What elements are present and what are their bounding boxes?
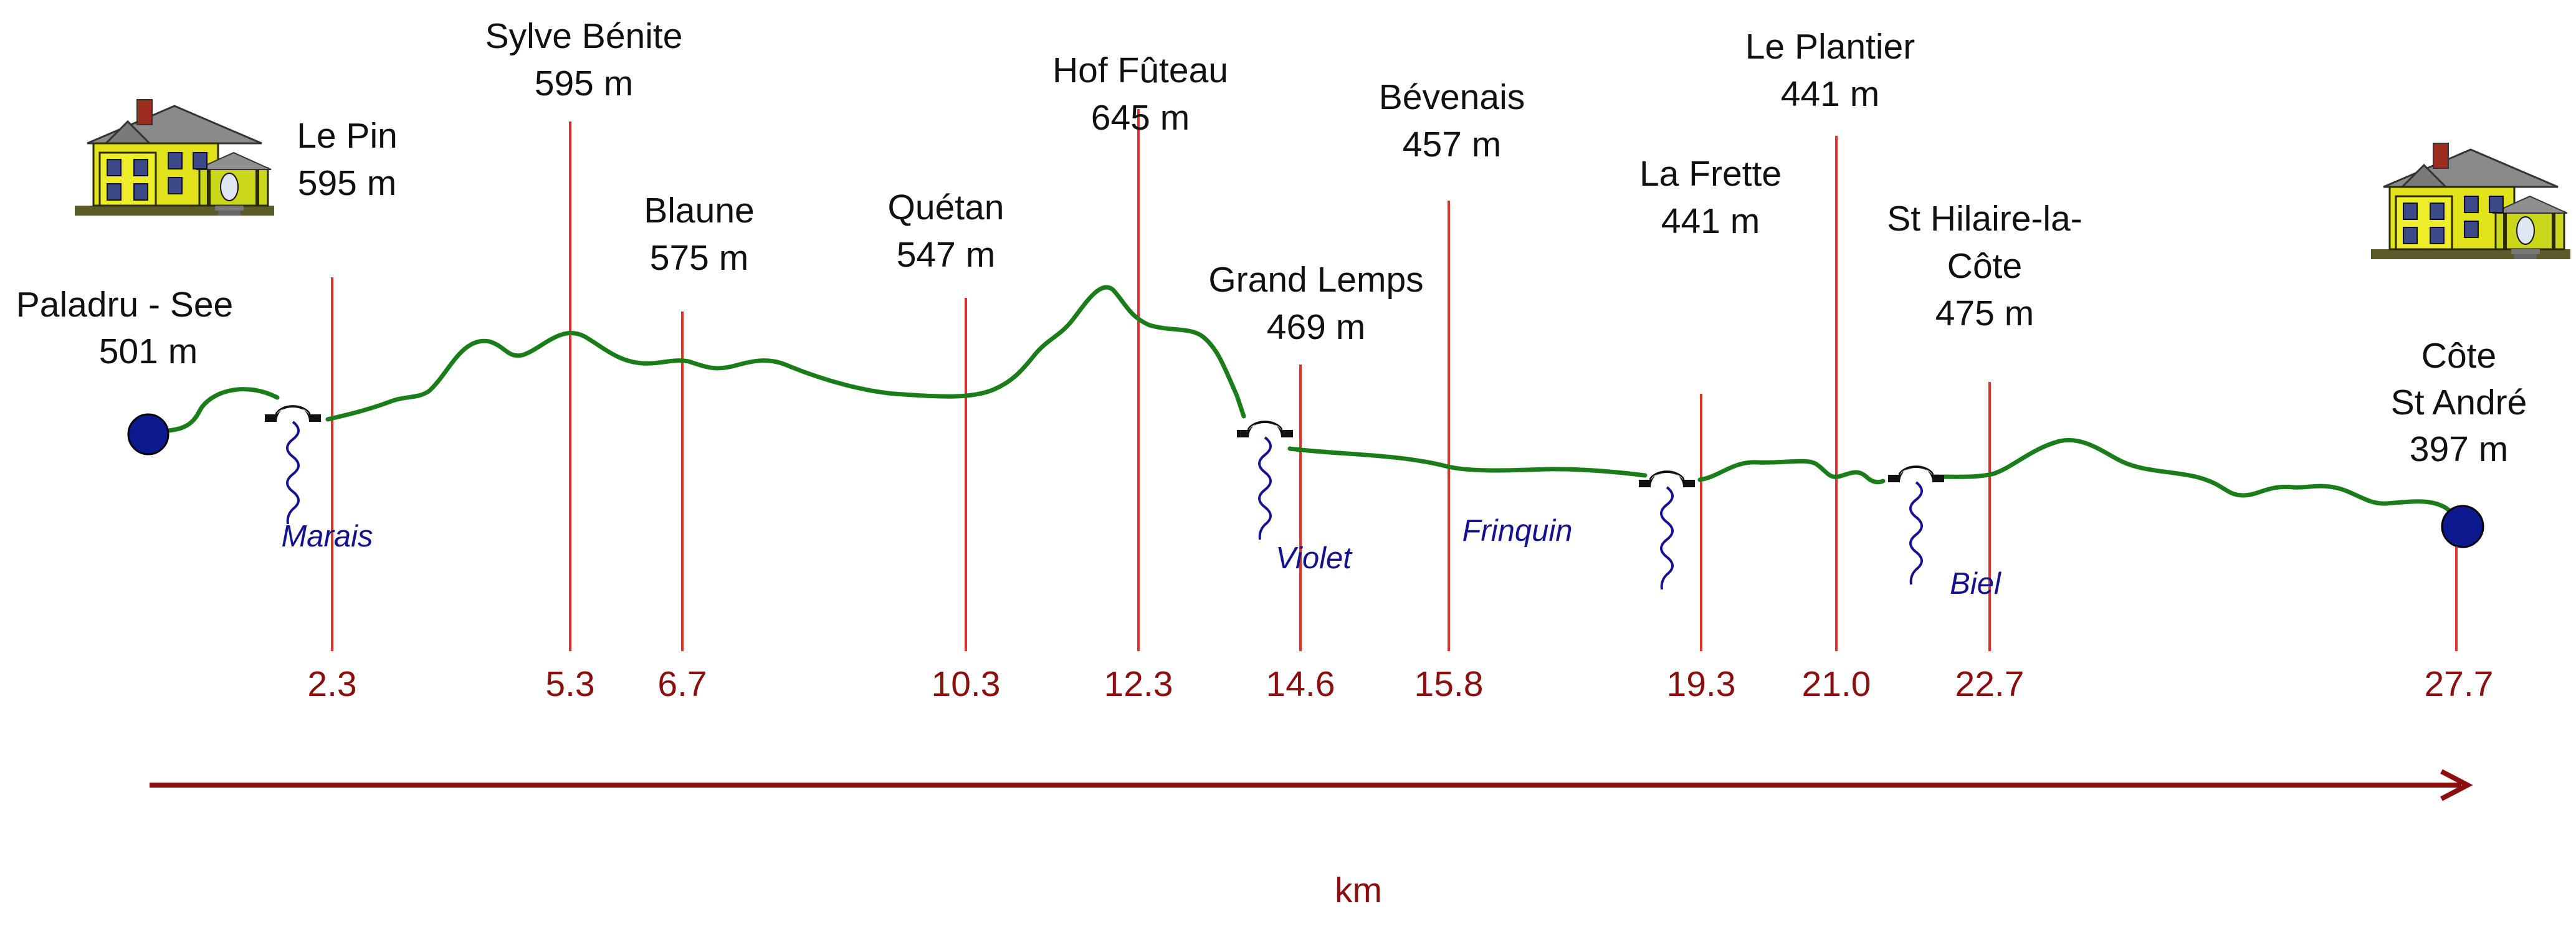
house-icon-start — [74, 98, 275, 217]
place-name-3: Blaune — [644, 191, 755, 231]
place-altitude-4: 547 m — [897, 235, 995, 275]
place-altitude-2: 595 m — [535, 64, 633, 103]
place-name-1: Le Pin — [297, 116, 398, 156]
bridges-group: Marais Violet Frinquin Biel — [265, 405, 2001, 601]
km-label-4: 10.3 — [932, 664, 1001, 704]
start-place-altitude: 501 m — [99, 331, 198, 371]
endpoint-dot-end — [2441, 505, 2484, 548]
km-label-3: 6.7 — [657, 664, 707, 704]
place-altitude-10: 475 m — [1935, 293, 2034, 333]
profile-segment-2 — [325, 285, 1246, 422]
place-altitude-9: 441 m — [1781, 74, 1879, 114]
stream-squiggle-5 — [1909, 481, 1923, 585]
place-name-10-line2: Côte — [1947, 246, 2022, 286]
place-name-4: Quétan — [888, 188, 1004, 227]
km-label-8: 19.3 — [1667, 664, 1736, 704]
km-label-2: 5.3 — [545, 664, 594, 704]
stream-squiggle-4 — [1660, 486, 1674, 590]
place-altitude-5: 645 m — [1091, 98, 1190, 138]
place-altitude-6: 469 m — [1267, 307, 1365, 347]
elevation-profile — [146, 285, 2465, 523]
axis-label: km — [1335, 870, 1382, 910]
km-label-1: 2.3 — [307, 664, 356, 704]
bridge-icon-2 — [1237, 421, 1293, 437]
stream-name-3: Frinquin — [1462, 514, 1572, 548]
stream-squiggle-1 — [286, 421, 300, 525]
place-name-6: Grand Lemps — [1208, 260, 1423, 300]
place-name-8: La Frette — [1639, 154, 1782, 194]
house-icon-end — [2370, 142, 2572, 260]
end-place-altitude: 397 m — [2410, 429, 2508, 469]
bridge-icon-1 — [265, 405, 321, 422]
place-altitude-3: 575 m — [650, 238, 748, 278]
profile-segment-1 — [146, 387, 280, 434]
km-label-7: 15.8 — [1414, 664, 1484, 704]
end-place-name-line1: Côte — [2421, 336, 2496, 376]
place-altitude-1: 595 m — [298, 163, 396, 203]
start-place-name: Paladru - See — [16, 285, 234, 325]
place-name-5: Hof Fûteau — [1052, 50, 1228, 90]
place-altitude-7: 457 m — [1403, 125, 1501, 164]
km-label-end: 27.7 — [2425, 664, 2494, 704]
km-label-5: 12.3 — [1104, 664, 1173, 704]
place-name-2: Sylve Bénite — [485, 16, 683, 56]
profile-segment-3 — [1287, 446, 1648, 478]
stream-squiggle-2 — [1258, 436, 1272, 540]
bridge-icon-5 — [1888, 465, 1944, 482]
stream-name-5: Biel — [1950, 567, 2001, 601]
profile-segment-4 — [1697, 459, 1886, 485]
endpoint-dot-start — [127, 413, 169, 455]
place-labels: Le Pin 595 m 2.3 Sylve Bénite 595 m 5.3 Blaune… — [297, 16, 2082, 704]
place-altitude-8: 441 m — [1661, 201, 1760, 241]
place-name-10-line1: St Hilaire-la- — [1887, 199, 2082, 239]
stream-name-1: Marais — [281, 520, 373, 553]
place-marker-lines — [331, 109, 1991, 651]
end-place-name-line2: St André — [2391, 383, 2527, 422]
km-label-6: 14.6 — [1266, 664, 1335, 704]
stream-name-2: Violet — [1276, 541, 1353, 575]
bridge-icon-4 — [1639, 470, 1695, 487]
km-label-10: 22.7 — [1955, 664, 2025, 704]
km-label-9: 21.0 — [1802, 664, 1871, 704]
arrow-right-icon — [2440, 769, 2473, 801]
place-name-7: Bévenais — [1379, 77, 1525, 117]
place-name-9: Le Plantier — [1745, 27, 1915, 67]
profile-segment-5 — [1932, 437, 2465, 523]
